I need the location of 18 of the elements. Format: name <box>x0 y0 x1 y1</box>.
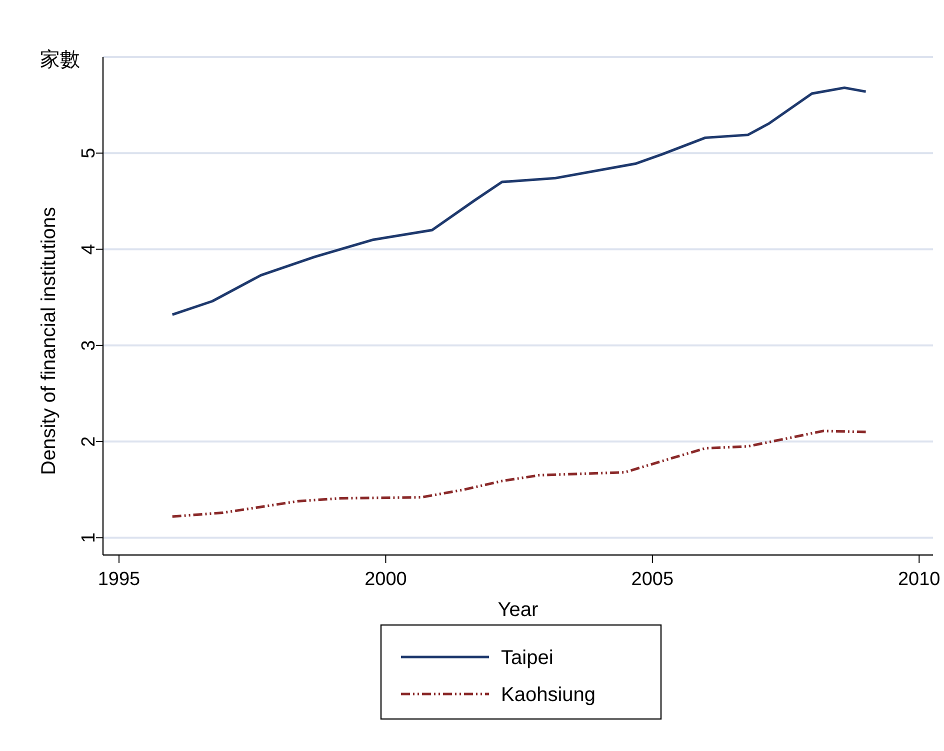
y-tick-label: 2 <box>78 436 100 447</box>
legend-label: Kaohsiung <box>501 684 596 706</box>
y-tick-label: 1 <box>78 532 100 543</box>
y-axis-title: Density of financial institutions <box>38 207 60 475</box>
chart-title: 家數 <box>40 49 80 71</box>
y-tick-label: 5 <box>78 148 100 158</box>
legend-item: Kaohsiung <box>401 684 596 706</box>
line-series <box>171 430 868 518</box>
x-tick-label: 2010 <box>898 569 940 590</box>
y-tick-label: 4 <box>78 244 100 255</box>
legend-item: Taipei <box>401 647 554 669</box>
y-tick-label: 3 <box>78 340 100 351</box>
x-tick-label: 2000 <box>364 569 407 590</box>
x-tick-label: 1995 <box>98 569 140 590</box>
legend-label: Taipei <box>501 647 554 669</box>
x-axis-title: Year <box>498 599 539 621</box>
line-series <box>171 86 868 316</box>
x-tick-label: 2005 <box>631 569 674 590</box>
